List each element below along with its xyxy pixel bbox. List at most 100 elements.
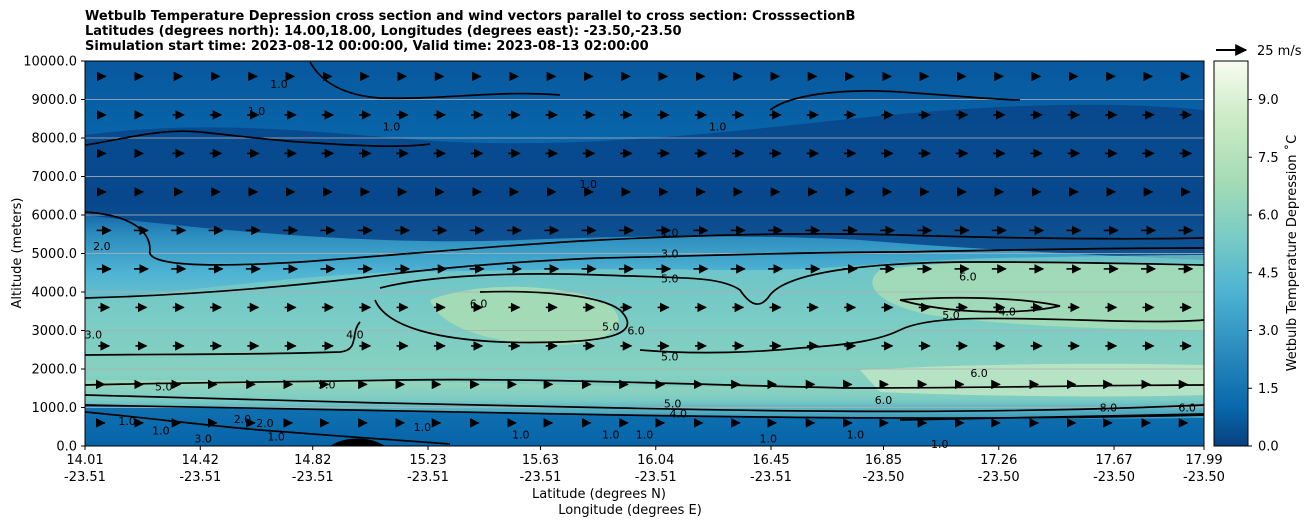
y-tick-label-1: 1000.0 — [32, 401, 78, 416]
contour-2-low — [85, 411, 451, 445]
y-tick-label-4: 4000.0 — [32, 286, 78, 301]
contour-label-23: 6.0 — [1178, 402, 1196, 415]
contour-label-37: 1.0 — [847, 428, 865, 441]
x-tick-label-lat-8: 17.26 — [980, 453, 1017, 468]
contour-label-33: 1.0 — [512, 428, 530, 441]
contour-5-mid — [639, 317, 1204, 354]
contour-label-3: 1.0 — [709, 120, 727, 133]
filled-contours — [85, 61, 1204, 446]
terrain-mask — [330, 438, 385, 446]
x-tick-label-lon-3: -23.51 — [407, 470, 449, 485]
chart-title-line-3: Simulation start time: 2023-08-12 00:00:… — [85, 39, 649, 54]
x-tick-label-lon-4: -23.51 — [520, 470, 562, 485]
contour-label-30: 1.0 — [267, 430, 285, 443]
x-tick-label-lat-6: 16.45 — [752, 453, 789, 468]
contour-label-32: 1.0 — [414, 421, 432, 434]
colorbar-tick-label-0: 0.0 — [1258, 440, 1279, 455]
y-tick-label-9: 9000.0 — [32, 93, 78, 108]
x-tick-label-lon-6: -23.51 — [750, 470, 792, 485]
contour-label-21: 6.0 — [875, 394, 893, 407]
y-tick-label-2: 2000.0 — [32, 363, 78, 378]
x-tick-label-lat-3: 15.23 — [409, 453, 446, 468]
contour-label-27: 1.0 — [152, 425, 170, 438]
x-tick-label-lon-9: -23.50 — [1093, 470, 1135, 485]
contour-label-36: 1.0 — [759, 432, 777, 445]
colorbar: 0.0 1.5 3.0 4.5 6.0 7.5 9.0 Wetbulb Temperatur… — [1213, 60, 1300, 455]
y-axis-label: Altitude (meters) — [10, 198, 25, 309]
contour-label-31: 3.0 — [194, 432, 212, 445]
contour-label-19: 4.0 — [998, 305, 1016, 318]
colorbar-tick-label-5: 7.5 — [1258, 151, 1279, 166]
x-tick-label-lat-1: 14.42 — [182, 453, 219, 468]
contour-1-low-east — [899, 413, 1204, 421]
y-tick-label-5: 5000.0 — [32, 247, 78, 262]
moist-boundary-layer — [85, 405, 1204, 446]
contour-label-17: 6.0 — [959, 271, 977, 284]
contour-label-25: 4.0 — [669, 407, 687, 420]
contour-3 — [85, 247, 1204, 299]
x-tick-label-lat-4: 15.63 — [522, 453, 559, 468]
y-tick-label-10: 10000.0 — [23, 55, 77, 70]
contour-6-low — [85, 394, 1204, 413]
contour-6-west — [374, 290, 629, 344]
quiver-key-label: 25 m/s — [1257, 44, 1302, 59]
x-tick-label-lon-8: -23.50 — [978, 470, 1020, 485]
contour-1-mid — [85, 211, 1204, 266]
contour-label-24: 5.0 — [664, 398, 682, 411]
x-tick-label-lon-2: -23.51 — [292, 470, 334, 485]
x-tick-label-lon-7: -23.50 — [863, 470, 905, 485]
chart-title-line-2: Latitudes (degrees north): 14.00,18.00, … — [85, 24, 682, 39]
contour-label-22: 8.0 — [1100, 402, 1118, 415]
contour-label-29: 2.0 — [256, 417, 274, 430]
y-tick-label-7: 7000.0 — [32, 170, 78, 185]
x-tick-label-lat-0: 14.01 — [66, 453, 103, 468]
colorbar-tick-label-3: 4.5 — [1258, 266, 1279, 281]
contour-4 — [85, 321, 361, 356]
x-axis: 14.01 -23.51 14.42 -23.51 14.82 -23.51 15.23 -2… — [64, 446, 1225, 485]
contour-label-34: 1.0 — [602, 428, 620, 441]
colorbar-tick-label-2: 3.0 — [1258, 324, 1279, 339]
colorbar-tick-label-6: 9.0 — [1258, 93, 1279, 108]
contour-5 — [379, 261, 1204, 305]
contour-label-18: 5.0 — [942, 309, 960, 322]
colorbar-bar — [1213, 60, 1249, 447]
x-tick-label-lat-9: 17.67 — [1095, 453, 1132, 468]
contour-label-35: 1.0 — [636, 428, 654, 441]
y-tick-label-8: 8000.0 — [32, 132, 78, 147]
y-tick-label-3: 3000.0 — [32, 324, 78, 339]
contour-label-5: 1.0 — [661, 226, 679, 239]
contour-label-9: 6.0 — [470, 298, 488, 311]
contour-4-east — [899, 296, 1061, 313]
contour-1-upper-east — [769, 90, 1021, 111]
colorbar-tick-label-1: 1.5 — [1258, 382, 1279, 397]
contour-label-15: 2.0 — [93, 240, 111, 253]
contour-label-6: 3.0 — [661, 248, 679, 261]
x-tick-label-lon-10: -23.50 — [1183, 470, 1225, 485]
contour-label-13: 5.0 — [318, 378, 336, 391]
contour-label-38: 1.0 — [931, 438, 949, 451]
contour-label-2: 1.0 — [383, 120, 401, 133]
contour-label-26: 1.0 — [118, 415, 136, 428]
y-tick-label-6: 6000.0 — [32, 209, 78, 224]
dark-moist-layer — [85, 104, 1204, 260]
contour-labels: 1.01.01.0 1.01.01.03.05.05.06.05.0 6.04.05… — [85, 78, 1196, 451]
contour-label-12: 4.0 — [346, 328, 364, 341]
x-tick-label-lat-7: 16.85 — [865, 453, 902, 468]
contour-label-14: 5.0 — [155, 380, 173, 393]
contour-label-16: 3.0 — [85, 328, 103, 341]
y-tick-label-0: 0.0 — [56, 440, 77, 455]
colorbar-label: Wetbulb Temperature Depression ˚C — [1284, 135, 1300, 372]
x-tick-label-lon-0: -23.51 — [64, 470, 106, 485]
contour-label-0: 1.0 — [270, 78, 288, 91]
x-tick-label-lat-10: 17.99 — [1185, 453, 1222, 468]
contour-label-8: 5.0 — [661, 350, 679, 363]
contour-label-11: 6.0 — [627, 325, 645, 338]
x-tick-label-lon-1: -23.51 — [179, 470, 221, 485]
x-axis-label-latitude: Latitude (degrees N) — [532, 487, 666, 502]
dry-core-east — [872, 261, 1204, 330]
gridlines — [85, 99, 1204, 408]
x-axis-label-longitude: Longitude (degrees E) — [558, 503, 702, 518]
quiver-key: 25 m/s — [1216, 44, 1302, 59]
contour-label-20: 6.0 — [970, 367, 988, 380]
